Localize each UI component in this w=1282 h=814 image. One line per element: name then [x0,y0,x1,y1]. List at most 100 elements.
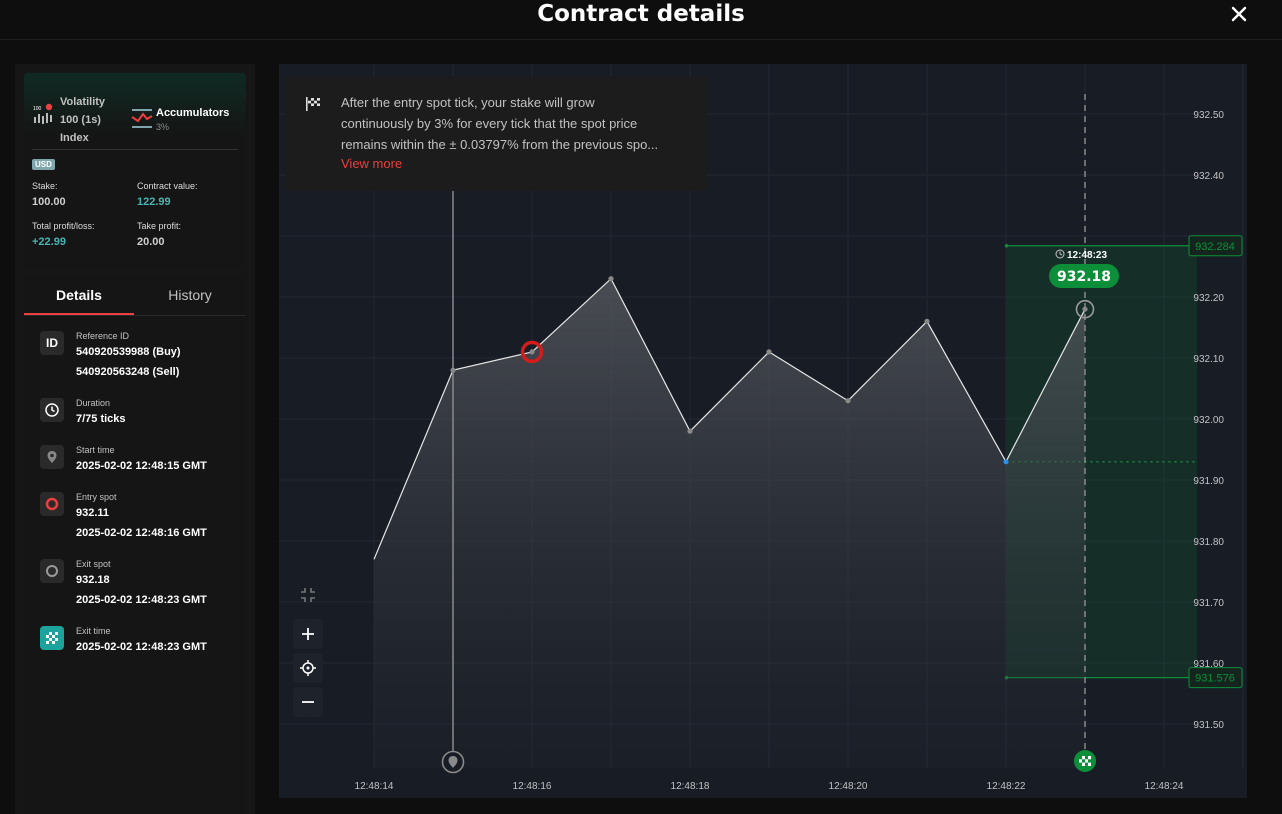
crosshair-icon [300,660,316,676]
exit-spot-label: Exit spot [76,559,111,569]
tab-details[interactable]: Details [24,275,134,315]
checkered-flag-icon [305,96,321,112]
y-tick-label: 931.80 [1193,537,1224,548]
checkered-flag-icon [1079,756,1091,766]
zoom-out-button[interactable] [293,687,323,717]
lower-barrier-label-box [1188,667,1243,689]
upper-barrier-label: 932.284 [1195,241,1235,253]
tick-point [924,318,930,324]
clock-hand [1059,251,1063,256]
y-tick-label: 931.90 [1193,476,1224,487]
total-profit-label: Total profit/loss: [32,221,95,231]
take-profit-label: Take profit: [137,221,182,231]
tab-history[interactable]: History [168,287,212,303]
entry-spot-marker [520,340,544,364]
close-icon[interactable] [1228,3,1250,25]
start-time-label: Start time [76,445,115,455]
upper-barrier-label-box [1188,235,1243,257]
trade-type-label: Accumulators [156,107,230,119]
tick-point [845,398,851,404]
entry-spot-label: Entry spot [76,492,117,502]
tick-point [608,276,614,282]
y-tick-label: 932.50 [1193,110,1224,121]
y-tick-label: 932.00 [1193,415,1224,426]
current-time-label: 12:48:23 [1067,250,1107,261]
stake-label: Stake: [32,181,58,191]
x-tick-label: 12:48:14 [355,781,394,792]
contract-summary-card: 100 Volatility 100 (1s) Index Accumulato… [24,73,246,267]
tick-point [687,428,693,434]
y-tick-label: 932.20 [1193,293,1224,304]
tick-point [1082,306,1088,312]
total-profit-value: +22.99 [32,236,66,248]
x-tick-label: 12:48:20 [829,781,868,792]
current-price-label: 932.18 [1057,269,1111,285]
y-tick-label: 931.70 [1193,598,1224,609]
contract-value-label: Contract value: [137,181,198,191]
symbol-name: Volatility 100 (1s) Index [60,96,106,144]
x-tick-label: 12:48:16 [513,781,552,792]
flag-square [1085,762,1088,766]
entry-spot-time: 2025-02-02 12:48:16 GMT [76,527,207,539]
exit-spot-marker [1075,299,1095,319]
plus-icon [302,628,314,640]
x-tick-label: 12:48:24 [1145,781,1184,792]
entry-spot-icon [40,492,64,516]
flag-square [1079,756,1082,760]
duration-value: 7/75 ticks [76,413,126,425]
exit-spot-price: 932.18 [76,574,110,586]
flag-square [1088,759,1091,763]
stake-value: 100.00 [32,196,66,208]
x-tick-label: 12:48:18 [671,781,710,792]
location-pin-icon [448,756,458,768]
divider [32,149,238,150]
tabs-divider [24,315,246,316]
y-tick-label: 932.40 [1193,171,1224,182]
svg-text:100: 100 [33,106,42,112]
id-icon: ID [40,331,64,355]
reference-id-sell: 540920563248 (Sell) [76,366,180,378]
details-card: Details History ID Reference ID 54092053… [24,275,246,814]
price-area [374,278,1085,768]
view-more-link[interactable]: View more [341,156,403,171]
zoom-in-button[interactable] [293,619,323,649]
modal-header: Contract details [0,0,1282,40]
tick-point [529,349,535,355]
tooltip-line: continuously by 3% for every tick that t… [341,116,638,131]
tooltip-text: After the entry spot tick, your stake wi… [341,92,697,155]
page-title: Contract details [537,1,745,27]
y-tick-label: 932.10 [1193,354,1224,365]
recenter-button[interactable] [293,653,323,683]
volatility-index-icon: 100 [32,103,54,129]
tooltip-line: remains within the ± 0.03797% from the p… [341,137,659,152]
reference-id-label: Reference ID [76,331,130,341]
start-time-value: 2025-02-02 12:48:15 GMT [76,460,207,472]
clock-icon [1055,249,1065,259]
tick-point [1003,459,1009,465]
lower-barrier-label: 931.576 [1195,673,1235,685]
tooltip-line: After the entry spot tick, your stake wi… [341,95,595,110]
checkered-flag-icon [40,626,64,650]
growth-rate: 3% [156,122,170,132]
flag-square [1082,759,1085,763]
exit-spot-time: 2025-02-02 12:48:23 GMT [76,594,207,606]
minus-icon [302,701,314,703]
y-tick-label: 931.60 [1193,659,1224,670]
exit-time-value: 2025-02-02 12:48:23 GMT [76,641,207,653]
clock-icon [40,398,64,422]
y-tick-label: 931.50 [1193,720,1224,731]
accumulators-icon [131,107,153,129]
contract-value: 122.99 [137,196,171,208]
barrier-dot [1004,243,1009,248]
fit-screen-button[interactable] [293,580,323,610]
tick-point [766,349,772,355]
current-price-badge [1049,264,1119,288]
duration-label: Duration [76,398,111,408]
location-pin-icon [40,445,64,469]
chart-canvas[interactable]: 932.50 932.40 932.20 932.10 932.00 931.90 931.… [279,64,1247,798]
info-tooltip: After the entry spot tick, your stake wi… [285,76,707,191]
exit-time-label: Exit time [76,626,111,636]
entry-spot-price: 932.11 [76,507,110,519]
price-line [373,277,1086,560]
exit-spot-icon [40,559,64,583]
